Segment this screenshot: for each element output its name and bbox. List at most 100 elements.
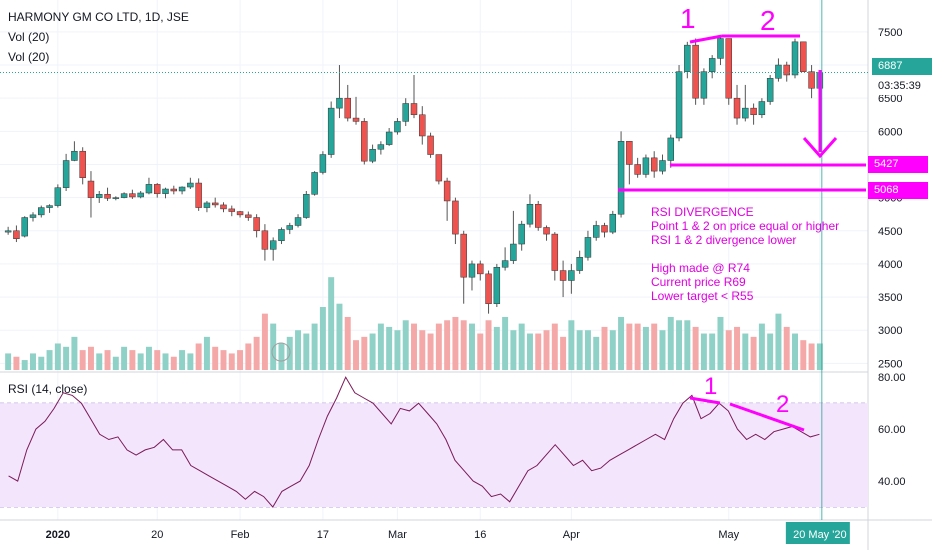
candle-body xyxy=(394,121,401,133)
volume-bar xyxy=(700,333,707,370)
candle-body xyxy=(71,150,78,161)
volume-bar xyxy=(734,326,741,370)
volume-bar xyxy=(593,336,600,370)
time-tick-label: 20 xyxy=(151,529,163,541)
candle-body xyxy=(211,202,219,206)
volume-bar xyxy=(477,333,484,370)
volume-bar xyxy=(767,333,774,370)
volume-bar xyxy=(535,333,542,370)
volume-bar xyxy=(303,333,310,370)
volume-bar xyxy=(13,356,20,370)
volume-bar xyxy=(179,350,186,370)
candle-body xyxy=(617,141,625,215)
volume-bar xyxy=(79,350,86,370)
volume-bar xyxy=(319,307,326,370)
candle-body xyxy=(775,64,782,79)
candle-body xyxy=(361,121,368,162)
volume-bar xyxy=(411,323,417,370)
note-line: RSI 1 & 2 divergence lower xyxy=(651,233,797,247)
current-date-box xyxy=(785,522,850,544)
volume-bar xyxy=(618,316,625,370)
volume-bar xyxy=(468,323,475,370)
candle-body xyxy=(568,270,575,281)
candle-body xyxy=(377,144,385,150)
candle-body xyxy=(311,172,318,195)
candle-body xyxy=(551,233,559,271)
divergence-note: RSI DIVERGENCE Point 1 & 2 on price equal… xyxy=(651,205,839,303)
annotations: 1 2 1 2 xyxy=(271,3,866,432)
candle-body xyxy=(468,263,476,278)
volume-label-1: Vol (20) xyxy=(8,30,50,44)
note-line: Lower target < R55 xyxy=(651,289,754,303)
candle-body xyxy=(626,141,633,165)
time-tick-label: Apr xyxy=(563,529,580,541)
volume-bar xyxy=(145,346,152,370)
candle-body xyxy=(634,164,641,175)
candle-body xyxy=(269,240,277,250)
candle-body xyxy=(667,137,674,161)
candle-body xyxy=(435,154,443,182)
volume-bar xyxy=(642,326,649,370)
volume-bar xyxy=(758,323,765,370)
candle-body xyxy=(46,205,53,208)
candle-body xyxy=(294,217,302,226)
candle-body xyxy=(352,117,360,122)
level-label-5427: 5427 xyxy=(868,156,928,173)
volume-bar xyxy=(692,326,699,370)
volume-bar xyxy=(601,326,608,370)
note-line xyxy=(651,247,839,261)
candle-body xyxy=(485,273,492,304)
volume-bar xyxy=(295,330,302,370)
candle-body xyxy=(766,78,774,102)
volume-bar xyxy=(725,330,732,370)
volume-bar xyxy=(394,330,401,370)
candle-body xyxy=(203,202,211,208)
candle-body xyxy=(717,38,724,59)
volume-bar xyxy=(576,330,583,370)
volume-bar xyxy=(253,336,260,370)
candle-body xyxy=(518,223,525,245)
volume-bar xyxy=(46,350,53,370)
candle-body xyxy=(54,187,62,206)
price-tick-label: 6500 xyxy=(878,93,902,105)
volume-bar xyxy=(121,346,128,370)
volume-bar xyxy=(137,353,144,370)
price-candles xyxy=(0,0,868,520)
rsi-tick-label: 60.00 xyxy=(878,424,906,436)
volume-bar xyxy=(5,353,12,370)
candle-body xyxy=(410,103,418,116)
candle-body xyxy=(336,97,343,109)
volume-bar xyxy=(245,343,252,370)
volume-bar xyxy=(684,320,691,370)
candle-body xyxy=(195,182,202,208)
time-tick-label: 20 May '20 xyxy=(793,529,846,541)
candle-body xyxy=(62,160,70,188)
volume-bar xyxy=(344,316,351,370)
volume-bar xyxy=(30,353,36,370)
candle-body xyxy=(443,180,451,202)
price-tick-label: 3000 xyxy=(878,325,902,337)
note-line: RSI DIVERGENCE xyxy=(651,205,754,219)
event-marker-icon xyxy=(271,342,291,362)
candle-body xyxy=(692,44,699,99)
candle-body xyxy=(137,192,144,198)
candle-body xyxy=(178,186,186,192)
price-peak-2-label: 2 xyxy=(760,5,776,36)
volume-bar xyxy=(584,330,591,370)
time-tick-label: May xyxy=(718,529,739,541)
volume-bar xyxy=(261,313,268,370)
candle-body xyxy=(493,266,501,304)
volume-bar xyxy=(386,326,393,370)
candle-body xyxy=(501,260,509,268)
candle-body xyxy=(145,184,153,194)
level-label-5068: 5068 xyxy=(868,182,928,199)
candle-body xyxy=(642,157,650,175)
candle-body xyxy=(559,270,567,281)
candle-body xyxy=(584,237,592,258)
candle-body xyxy=(800,41,807,72)
volume-bar xyxy=(377,323,384,370)
volume-bar xyxy=(808,343,815,370)
candle-body xyxy=(684,44,691,72)
candle-body xyxy=(303,194,310,218)
time-tick-label: Feb xyxy=(231,529,250,541)
